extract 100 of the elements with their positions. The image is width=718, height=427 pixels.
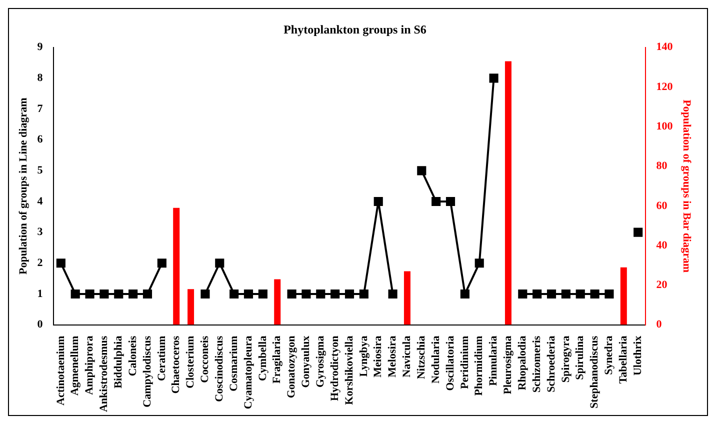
y2-tick-label: 20 bbox=[656, 279, 668, 292]
x-tick-label: Korshikoviella bbox=[343, 335, 356, 405]
point bbox=[100, 289, 109, 299]
x-tick-label: Schroederia bbox=[545, 335, 558, 392]
x-tick-label: Spirogyra bbox=[560, 335, 572, 383]
y-tick-label: 6 bbox=[37, 134, 44, 146]
bar bbox=[188, 289, 194, 325]
x-tick-label: Meiosira bbox=[372, 335, 384, 378]
x-tick-label: Pinnularia bbox=[488, 335, 500, 386]
x-tick-label: Phormidium bbox=[473, 336, 486, 396]
x-tick-label: Chaetoceros bbox=[170, 335, 182, 394]
y2-tick-label: 100 bbox=[656, 120, 674, 132]
point bbox=[561, 289, 570, 299]
bar bbox=[620, 267, 627, 325]
x-tick-label: Spirulina bbox=[574, 335, 586, 380]
y-tick-label: 4 bbox=[37, 195, 44, 208]
point bbox=[432, 196, 441, 206]
point bbox=[417, 166, 426, 176]
x-tick-label: Stephanodiscus bbox=[588, 335, 601, 409]
x-tick-label: Tabellaria bbox=[618, 335, 630, 384]
point bbox=[489, 74, 498, 83]
x-tick-label: Nodularia bbox=[430, 335, 442, 384]
y2-tick-label: 60 bbox=[656, 200, 668, 212]
y-tick-label: 5 bbox=[37, 164, 44, 177]
point bbox=[374, 196, 383, 206]
y2-tick-label: 120 bbox=[656, 80, 674, 93]
x-tick-label: Gyrosigma bbox=[314, 335, 326, 388]
x-tick-label: Peridinium bbox=[458, 336, 471, 389]
point bbox=[359, 289, 368, 299]
point bbox=[576, 289, 585, 299]
point bbox=[200, 289, 210, 299]
point bbox=[70, 289, 80, 299]
point bbox=[518, 289, 528, 299]
y2-tick-label: 140 bbox=[656, 41, 674, 54]
bar bbox=[274, 279, 281, 325]
point bbox=[215, 258, 224, 268]
x-tick-label: Gonyaulux bbox=[300, 335, 312, 388]
point bbox=[316, 289, 326, 299]
y2-tick-label: 0 bbox=[656, 318, 662, 331]
point bbox=[244, 289, 254, 299]
point bbox=[114, 289, 124, 299]
x-tick-label: Schizomeris bbox=[530, 335, 543, 393]
x-tick-label: Rhopalodia bbox=[516, 335, 528, 390]
point bbox=[446, 196, 456, 206]
x-tick-label: Cyamatopleura bbox=[242, 335, 254, 410]
x-tick-label: Agmenellum bbox=[69, 336, 82, 396]
y-tick-label: 0 bbox=[37, 318, 44, 331]
y-tick-label: 1 bbox=[37, 288, 43, 300]
point bbox=[388, 289, 398, 299]
y2-tick-label: 80 bbox=[656, 160, 668, 172]
x-tick-label: Gonatozygon bbox=[286, 336, 298, 398]
point bbox=[287, 289, 296, 299]
x-tick-label: Amphiprora bbox=[84, 335, 96, 395]
bar bbox=[173, 208, 180, 325]
point bbox=[546, 289, 556, 299]
bar bbox=[504, 61, 512, 325]
x-tick-label: Hydrodictyon bbox=[328, 336, 341, 401]
x-tick-label: Closterium bbox=[184, 336, 197, 388]
x-tick-label: Cosmarium bbox=[228, 336, 240, 392]
x-tick-label: Cocconeis bbox=[199, 335, 212, 383]
x-tick-label: Campylodiscus bbox=[141, 335, 154, 408]
y-tick-label: 8 bbox=[37, 72, 44, 84]
point bbox=[330, 289, 340, 299]
chart-title: Phytoplankton groups in S6 bbox=[284, 22, 426, 36]
x-tick-label: Caloneis bbox=[126, 335, 139, 376]
x-tick-label: Synedra bbox=[603, 335, 616, 375]
x-tick-label: Biddulphia bbox=[112, 335, 124, 388]
x-tick-label: Ankistrodesmus bbox=[98, 335, 110, 412]
x-tick-label: Pleurosigma bbox=[502, 335, 514, 394]
y-axis-title: Population of groups in Line diagram bbox=[17, 98, 30, 274]
point bbox=[344, 289, 354, 299]
x-tick-label: Oscillatoria bbox=[444, 335, 456, 391]
x-tick-label: Actinotaenium bbox=[54, 336, 67, 406]
x-tick-label: Fragilaria bbox=[271, 335, 284, 384]
point bbox=[460, 289, 470, 299]
point bbox=[85, 289, 94, 299]
y-tick-label: 7 bbox=[37, 102, 44, 115]
x-tick-label: Nitzschia bbox=[415, 335, 428, 380]
point bbox=[258, 289, 268, 299]
x-tick-label: Ulothrix bbox=[632, 335, 644, 376]
y-tick-label: 2 bbox=[37, 256, 44, 269]
x-tick-label: Ceratium bbox=[156, 336, 168, 382]
y-tick-label: 9 bbox=[37, 41, 44, 54]
point bbox=[128, 289, 138, 299]
point bbox=[604, 289, 614, 299]
point bbox=[532, 289, 542, 299]
point bbox=[230, 289, 239, 299]
point bbox=[56, 258, 66, 268]
point bbox=[474, 258, 484, 268]
x-tick-label: Melosira bbox=[386, 335, 399, 378]
y2-tick-label: 40 bbox=[656, 239, 668, 252]
y2-axis-title: Population of groups in Bar diagram bbox=[680, 100, 693, 273]
x-tick-label: Coscinodiscus bbox=[213, 335, 226, 402]
x-tick-label: Navicula bbox=[401, 335, 414, 378]
point bbox=[590, 289, 600, 299]
y-tick-label: 3 bbox=[37, 226, 44, 238]
x-tick-label: Lyngbya bbox=[358, 335, 370, 377]
point bbox=[142, 289, 152, 299]
x-tick-label: Cymbella bbox=[256, 335, 269, 382]
point bbox=[634, 228, 643, 237]
